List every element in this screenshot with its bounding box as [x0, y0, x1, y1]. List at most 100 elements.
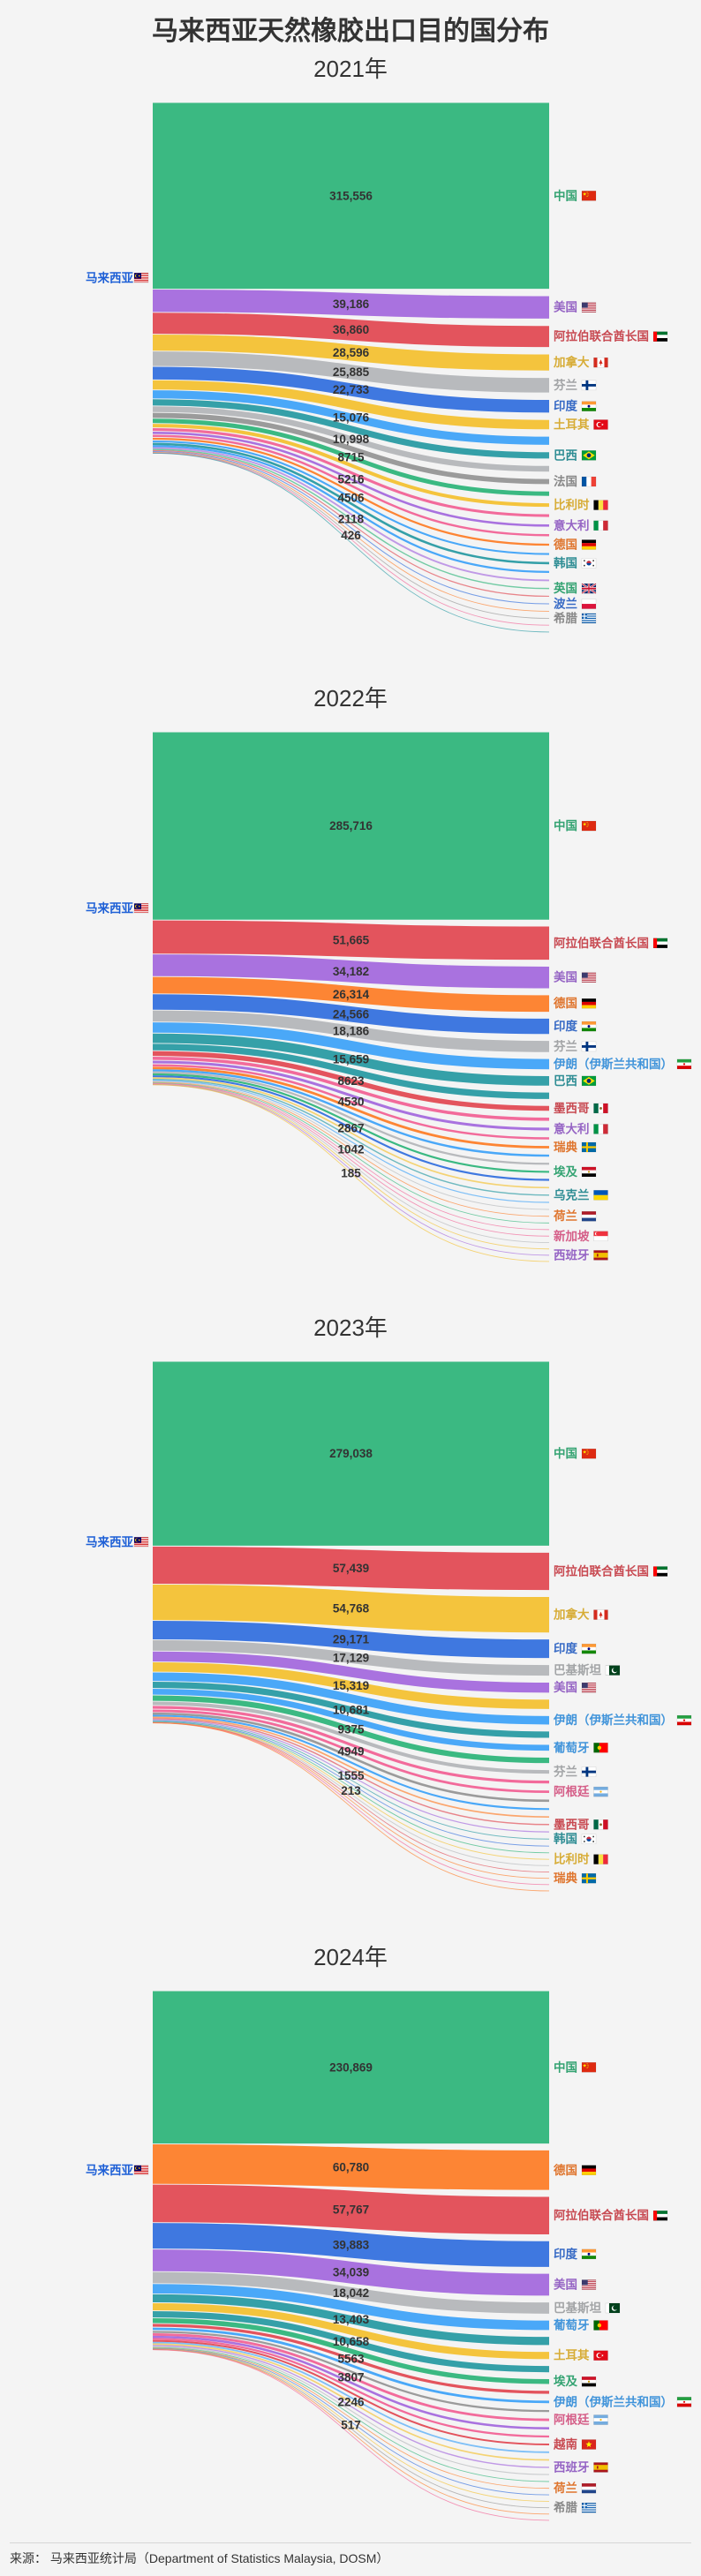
target-node-label: 英国	[553, 581, 577, 595]
target-node-label: 希腊	[554, 2500, 578, 2514]
flag-kr-icon	[581, 558, 597, 569]
target-node: 越南	[553, 2437, 597, 2452]
sankey-link	[152, 1714, 550, 1811]
sankey-links	[152, 1991, 550, 2521]
sankey-link	[152, 2346, 550, 2475]
source-node: 马来西亚	[86, 2164, 149, 2177]
link-value-label: 15,319	[333, 1679, 369, 1692]
link-value-label: 17,129	[333, 1651, 369, 1664]
sankey-link	[152, 1083, 550, 1237]
link-value-label: 15,659	[333, 1053, 369, 1066]
flag-sg-icon	[593, 1231, 608, 1242]
target-node: 芬兰	[553, 1765, 597, 1779]
sankey-link	[152, 2249, 550, 2296]
target-node-label: 西班牙	[554, 2459, 590, 2474]
footer-divider	[10, 2542, 691, 2543]
sankey-link	[152, 1078, 550, 1196]
flag-mx-icon	[593, 1819, 608, 1830]
target-node: 中国	[554, 188, 597, 202]
sankey-link	[152, 2347, 550, 2489]
target-node-label: 阿根廷	[554, 1784, 590, 1798]
flag-ir-icon	[676, 2397, 692, 2407]
flag-de-icon	[581, 539, 597, 550]
target-node: 乌克兰	[554, 1187, 608, 1201]
flag-tr-icon	[593, 2350, 608, 2361]
target-node: 加拿大	[553, 355, 608, 369]
target-node-label: 葡萄牙	[553, 1740, 590, 1754]
sankey-link	[152, 1081, 550, 1210]
sankey-links	[152, 1361, 550, 1892]
sankey-link	[152, 1051, 550, 1111]
sankey-link	[152, 1709, 550, 1794]
sankey-link	[152, 442, 550, 565]
sankey-link	[152, 2184, 550, 2235]
sankey-link	[152, 399, 550, 459]
target-node-label: 美国	[554, 2278, 577, 2292]
target-node: 巴基斯坦	[554, 1663, 621, 1677]
sankey-link	[152, 1043, 550, 1099]
sankey-link	[152, 2294, 550, 2346]
sankey-link	[152, 1033, 550, 1086]
link-value-label: 18,186	[333, 1025, 370, 1038]
sankey-link	[152, 406, 550, 472]
sankey-link	[152, 2143, 550, 2190]
target-node-label: 乌克兰	[554, 1187, 590, 1201]
flag-ae-icon	[652, 1566, 668, 1577]
flag-us-icon	[581, 1682, 597, 1693]
link-value-label: 285,716	[329, 819, 373, 832]
link-value-label: 29,171	[333, 1633, 370, 1646]
target-node: 英国	[553, 581, 597, 595]
target-node-label: 阿拉伯联合酋长国	[554, 329, 649, 343]
link-value-label: 1555	[337, 1769, 365, 1782]
target-node: 德国	[554, 996, 597, 1010]
sankey-link	[152, 1639, 550, 1676]
sankey-link	[152, 452, 550, 626]
target-node-label: 中国	[554, 2060, 577, 2074]
sankey-link	[152, 1722, 550, 1892]
sankey-link	[152, 437, 550, 546]
flag-fi-icon	[581, 380, 597, 391]
target-node: 瑞典	[554, 1871, 597, 1885]
flag-ae-icon	[652, 2210, 668, 2221]
sankey-link	[152, 2349, 550, 2521]
target-node: 巴基斯坦	[554, 2301, 621, 2315]
source-node-label: 马来西亚	[86, 271, 133, 284]
target-node: 荷兰	[553, 2481, 597, 2495]
target-node: 巴西	[554, 448, 597, 462]
target-node-label: 美国	[554, 970, 577, 984]
target-node-label: 阿拉伯联合酋长国	[554, 936, 649, 950]
target-node: 意大利	[554, 518, 608, 532]
target-node-label: 美国	[554, 1680, 577, 1694]
link-value-label: 2867	[337, 1121, 364, 1134]
target-node-label: 加拿大	[553, 1608, 590, 1622]
sankey-link	[152, 2331, 550, 2413]
target-node-label: 中国	[554, 1446, 577, 1460]
target-node: 土耳其	[554, 418, 608, 432]
sankey-link	[152, 334, 550, 371]
sankey-link	[152, 2271, 550, 2314]
sankey-link	[152, 1661, 550, 1709]
link-value-label: 315,556	[329, 189, 373, 202]
sankey-link	[152, 2349, 550, 2515]
target-node-label: 瑞典	[554, 1871, 578, 1885]
target-node-label: 荷兰	[553, 2481, 577, 2495]
link-value-label: 10,658	[333, 2335, 370, 2348]
sankey-link	[152, 2348, 550, 2509]
target-node-label: 韩国	[554, 1832, 577, 1846]
target-node-label: 巴基斯坦	[554, 2301, 601, 2315]
link-value-label: 2118	[338, 512, 365, 525]
target-node: 葡萄牙	[553, 2318, 608, 2332]
flag-gr-icon	[581, 2502, 597, 2513]
sankey-link	[152, 2348, 550, 2502]
flag-in-icon	[581, 1021, 597, 1032]
link-value-label: 34,039	[333, 2266, 369, 2279]
source-node-label: 马来西亚	[86, 1535, 133, 1548]
link-value-label: 13,403	[333, 2313, 370, 2326]
target-node: 美国	[554, 1680, 597, 1694]
flag-kr-icon	[581, 1834, 597, 1844]
link-value-labels: 279,038 57,439 54,768 29,171 17,129 15,319 10,…	[329, 1447, 373, 1797]
flag-us-icon	[581, 302, 597, 313]
link-value-label: 9375	[337, 1722, 365, 1736]
